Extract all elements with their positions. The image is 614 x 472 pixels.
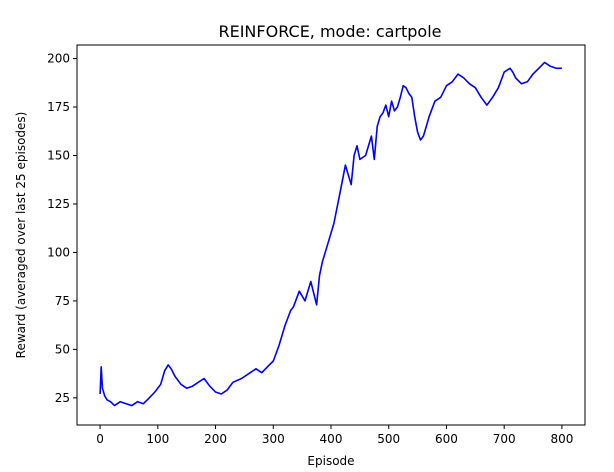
y-tick-label: 75	[55, 294, 70, 308]
x-tick-label: 700	[493, 432, 516, 446]
x-axis-label: Episode	[307, 454, 354, 468]
plot-area	[99, 61, 562, 407]
x-tick-label: 600	[435, 432, 458, 446]
chart-title: REINFORCE, mode: cartpole	[218, 22, 441, 41]
reward-series-line	[99, 61, 562, 407]
axes-frame	[76, 44, 586, 426]
y-axis-ticks: 25 50 75 100 125 150 175 200	[47, 52, 77, 405]
y-tick-label: 50	[55, 342, 70, 356]
x-tick-label: 500	[377, 432, 400, 446]
x-tick-label: 300	[262, 432, 285, 446]
x-tick-label: 0	[96, 432, 104, 446]
x-tick-label: 800	[550, 432, 573, 446]
y-tick-label: 150	[47, 149, 70, 163]
x-tick-label: 400	[320, 432, 343, 446]
x-axis-ticks: 0 100 200 300 400 500 600 700 800	[96, 425, 573, 446]
y-tick-label: 200	[47, 52, 70, 66]
y-tick-label: 25	[55, 391, 70, 405]
y-tick-label: 175	[47, 100, 70, 114]
y-tick-label: 125	[47, 197, 70, 211]
y-tick-label: 100	[47, 245, 70, 259]
y-axis-label: Reward (averaged over last 25 episodes)	[14, 112, 28, 359]
x-tick-label: 200	[204, 432, 227, 446]
x-tick-label: 100	[146, 432, 169, 446]
